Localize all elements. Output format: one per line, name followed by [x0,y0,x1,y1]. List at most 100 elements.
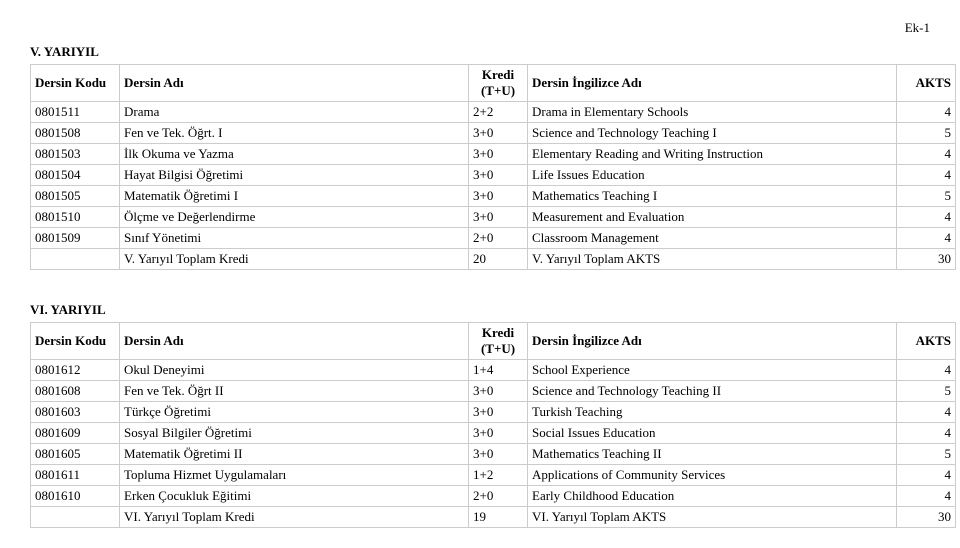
cell-english: Classroom Management [528,228,897,249]
table-row: V. Yarıyıl Toplam Kredi20V. Yarıyıl Topl… [31,249,956,270]
table-row: 0801509Sınıf Yönetimi2+0Classroom Manage… [31,228,956,249]
table-row: 0801609Sosyal Bilgiler Öğretimi3+0 Socia… [31,423,956,444]
cell-akts: 4 [897,402,956,423]
cell-english: Turkish Teaching [528,402,897,423]
header-code: Dersin Kodu [31,323,120,360]
cell-code: 0801605 [31,444,120,465]
table-row: 0801503İlk Okuma ve Yazma3+0Elementary R… [31,144,956,165]
table-header-row: Dersin KoduDersin AdıKredi (T+U)Dersin İ… [31,65,956,102]
cell-name: Hayat Bilgisi Öğretimi [120,165,469,186]
cell-kredi: 2+2 [469,102,528,123]
cell-name: Ölçme ve Değerlendirme [120,207,469,228]
cell-name: Matematik Öğretimi I [120,186,469,207]
cell-kredi: 3+0 [469,444,528,465]
table-row: 0801504Hayat Bilgisi Öğretimi3+0Life Iss… [31,165,956,186]
cell-akts: 4 [897,228,956,249]
cell-english: Early Childhood Education [528,486,897,507]
cell-english: Social Issues Education [528,423,897,444]
cell-name: Fen ve Tek. Öğrt II [120,381,469,402]
cell-code: 0801505 [31,186,120,207]
cell-akts: 4 [897,465,956,486]
cell-akts: 5 [897,444,956,465]
cell-kredi: 20 [469,249,528,270]
header-english: Dersin İngilizce Adı [528,65,897,102]
cell-english: Science and Technology Teaching II [528,381,897,402]
table-row: 0801605Matematik Öğretimi II3+0Mathemati… [31,444,956,465]
cell-code: 0801611 [31,465,120,486]
header-akts: AKTS [897,65,956,102]
cell-english: Mathematics Teaching I [528,186,897,207]
cell-name: Okul Deneyimi [120,360,469,381]
cell-code [31,249,120,270]
cell-kredi: 3+0 [469,207,528,228]
appendix-label: Ek-1 [30,20,930,36]
table-row: VI. Yarıyıl Toplam Kredi19VI. Yarıyıl To… [31,507,956,528]
course-table: Dersin KoduDersin AdıKredi (T+U)Dersin İ… [30,322,956,528]
header-kredi: Kredi (T+U) [469,65,528,102]
cell-english: VI. Yarıyıl Toplam AKTS [528,507,897,528]
cell-code: 0801608 [31,381,120,402]
header-name: Dersin Adı [120,65,469,102]
cell-akts: 30 [897,249,956,270]
cell-akts: 5 [897,123,956,144]
table-row: 0801511Drama2+2Drama in Elementary Schoo… [31,102,956,123]
cell-kredi: 3+0 [469,165,528,186]
header-code: Dersin Kodu [31,65,120,102]
cell-name: Sosyal Bilgiler Öğretimi [120,423,469,444]
cell-english: Applications of Community Services [528,465,897,486]
cell-code: 0801612 [31,360,120,381]
cell-name: Topluma Hizmet Uygulamaları [120,465,469,486]
cell-akts: 4 [897,207,956,228]
cell-kredi: 3+0 [469,381,528,402]
cell-kredi: 2+0 [469,228,528,249]
sections-container: V. YARIYILDersin KoduDersin AdıKredi (T+… [30,44,930,528]
cell-code: 0801503 [31,144,120,165]
cell-code: 0801504 [31,165,120,186]
cell-name: Türkçe Öğretimi [120,402,469,423]
cell-akts: 4 [897,360,956,381]
cell-name: İlk Okuma ve Yazma [120,144,469,165]
cell-kredi: 1+2 [469,465,528,486]
cell-akts: 4 [897,486,956,507]
header-name: Dersin Adı [120,323,469,360]
cell-akts: 30 [897,507,956,528]
cell-kredi: 2+0 [469,486,528,507]
cell-code: 0801609 [31,423,120,444]
cell-code: 0801610 [31,486,120,507]
course-table: Dersin KoduDersin AdıKredi (T+U)Dersin İ… [30,64,956,270]
cell-code [31,507,120,528]
cell-akts: 4 [897,423,956,444]
cell-english: Mathematics Teaching II [528,444,897,465]
cell-akts: 4 [897,165,956,186]
cell-name: Fen ve Tek. Öğrt. I [120,123,469,144]
table-row: 0801610Erken Çocukluk Eğitimi2+0Early Ch… [31,486,956,507]
cell-english: Science and Technology Teaching I [528,123,897,144]
section-gap [30,270,930,296]
cell-code: 0801509 [31,228,120,249]
cell-english: Life Issues Education [528,165,897,186]
table-row: 0801608Fen ve Tek. Öğrt II3+0Science and… [31,381,956,402]
cell-name: Sınıf Yönetimi [120,228,469,249]
cell-code: 0801508 [31,123,120,144]
section-title: VI. YARIYIL [30,302,930,318]
cell-name: VI. Yarıyıl Toplam Kredi [120,507,469,528]
table-row: 0801611Topluma Hizmet Uygulamaları1+2App… [31,465,956,486]
cell-english: Elementary Reading and Writing Instructi… [528,144,897,165]
header-english: Dersin İngilizce Adı [528,323,897,360]
cell-english: V. Yarıyıl Toplam AKTS [528,249,897,270]
cell-name: Erken Çocukluk Eğitimi [120,486,469,507]
section-title: V. YARIYIL [30,44,930,60]
cell-code: 0801510 [31,207,120,228]
cell-kredi: 3+0 [469,402,528,423]
table-row: 0801510Ölçme ve Değerlendirme3+0Measurem… [31,207,956,228]
table-row: 0801505Matematik Öğretimi I3+0Mathematic… [31,186,956,207]
cell-kredi: 3+0 [469,123,528,144]
cell-kredi: 1+4 [469,360,528,381]
cell-akts: 4 [897,102,956,123]
cell-name: V. Yarıyıl Toplam Kredi [120,249,469,270]
header-akts: AKTS [897,323,956,360]
table-row: 0801603Türkçe Öğretimi3+0Turkish Teachin… [31,402,956,423]
cell-akts: 4 [897,144,956,165]
cell-kredi: 3+0 [469,423,528,444]
cell-kredi: 3+0 [469,144,528,165]
